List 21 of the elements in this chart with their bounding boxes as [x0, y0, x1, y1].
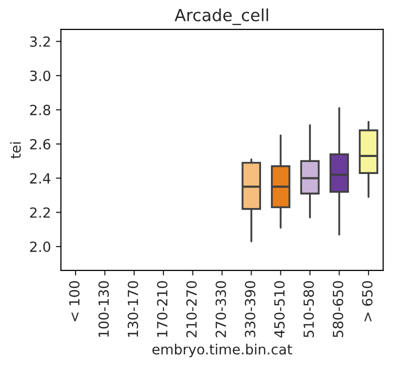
y-tick-label: 3.0 [30, 70, 50, 82]
x-tick-label: 510-580 [303, 281, 314, 338]
x-tick-label: 100-130 [98, 281, 109, 337]
x-tick-label: > 650 [362, 281, 373, 322]
x-tick-label: 580-650 [332, 281, 344, 338]
y-tick-label: 2.8 [30, 104, 50, 116]
y-axis-title: tei [10, 142, 21, 159]
x-tick-label: 270-330 [216, 281, 226, 338]
x-tick-label: 330-390 [244, 281, 256, 338]
y-tick-label: 2.2 [30, 207, 50, 218]
x-tick-label: < 100 [69, 281, 80, 322]
x-tick-label: 450-510 [274, 281, 285, 338]
y-tick-label: 2.0 [30, 242, 50, 252]
x-axis-title: embryo.time.bin.cat [152, 344, 292, 358]
chart-title: Arcade_cell [174, 8, 268, 26]
x-tick-label: 210-270 [186, 281, 197, 338]
y-tick-label: 2.6 [30, 138, 50, 150]
y-tick-label: 2.4 [30, 173, 50, 184]
x-tick-label: 130-170 [128, 281, 138, 337]
y-tick-label: 3.2 [30, 36, 50, 47]
x-tick-label: 170-210 [156, 281, 168, 337]
